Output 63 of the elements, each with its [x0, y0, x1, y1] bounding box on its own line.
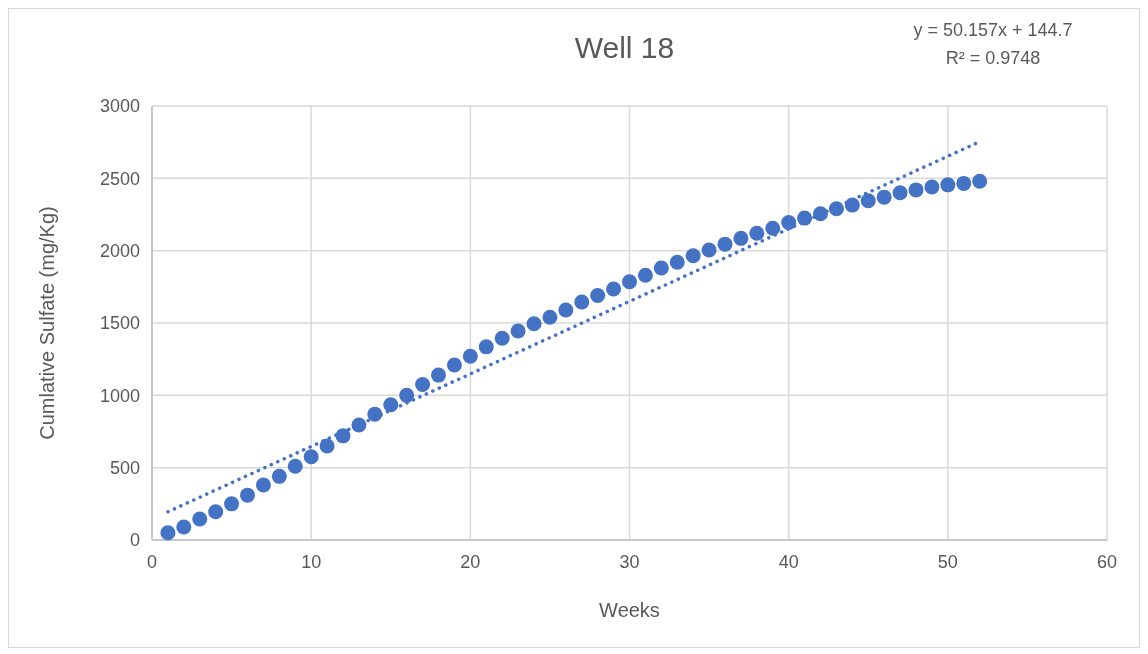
point — [940, 177, 956, 193]
point — [892, 185, 908, 201]
point — [399, 387, 415, 403]
point — [160, 525, 176, 541]
point — [860, 193, 876, 209]
point — [462, 348, 478, 364]
point — [590, 288, 606, 304]
y-tick-label: 2000 — [99, 240, 140, 261]
point — [224, 496, 240, 512]
y-axis-title: Cumlative Sulfate (mg/Kg) — [36, 206, 58, 440]
point — [287, 458, 303, 474]
point — [574, 294, 590, 310]
point — [478, 339, 494, 355]
point — [240, 487, 255, 503]
point — [383, 397, 399, 413]
point — [208, 504, 224, 520]
point — [622, 274, 637, 290]
point — [924, 179, 940, 195]
point — [446, 357, 462, 373]
point — [558, 302, 574, 318]
point — [415, 376, 431, 392]
x-tick-label: 30 — [619, 552, 640, 572]
point — [303, 449, 319, 465]
x-tick-label: 20 — [460, 552, 481, 572]
y-tick-label: 0 — [129, 530, 140, 551]
y-tick-label: 1000 — [99, 385, 140, 406]
point — [526, 316, 542, 332]
x-tick-label: 60 — [1096, 552, 1118, 572]
point — [749, 225, 765, 241]
point — [669, 254, 685, 270]
x-tick-label: 10 — [301, 552, 322, 572]
x-tick-label: 0 — [146, 552, 158, 572]
x-tick-label: 50 — [937, 552, 958, 572]
point — [876, 189, 892, 205]
y-tick-label: 500 — [109, 457, 140, 478]
point — [685, 248, 701, 264]
point — [542, 309, 558, 325]
y-tick-label: 3000 — [99, 96, 140, 117]
text: y = 50.157x + 144.7 — [913, 20, 1073, 40]
point — [717, 236, 733, 252]
y-tick-label: 1500 — [99, 313, 140, 334]
point — [765, 220, 781, 236]
point — [908, 182, 924, 198]
point — [255, 477, 271, 493]
point — [176, 519, 192, 535]
chart-title: Well 18 — [574, 31, 675, 64]
point — [956, 175, 972, 191]
point — [781, 214, 797, 230]
point — [637, 267, 653, 283]
point — [733, 230, 749, 246]
point — [494, 330, 510, 346]
point — [701, 242, 717, 258]
x-axis-title: Weeks — [599, 599, 660, 621]
text: R² = 0.9748 — [945, 48, 1041, 68]
point — [271, 468, 287, 484]
x-tick-label: 40 — [778, 552, 799, 572]
point — [192, 511, 208, 527]
y-tick-label: 2500 — [99, 168, 140, 189]
point — [606, 281, 622, 297]
point — [431, 367, 446, 383]
point — [972, 173, 988, 189]
point — [510, 323, 526, 339]
point — [653, 260, 669, 276]
